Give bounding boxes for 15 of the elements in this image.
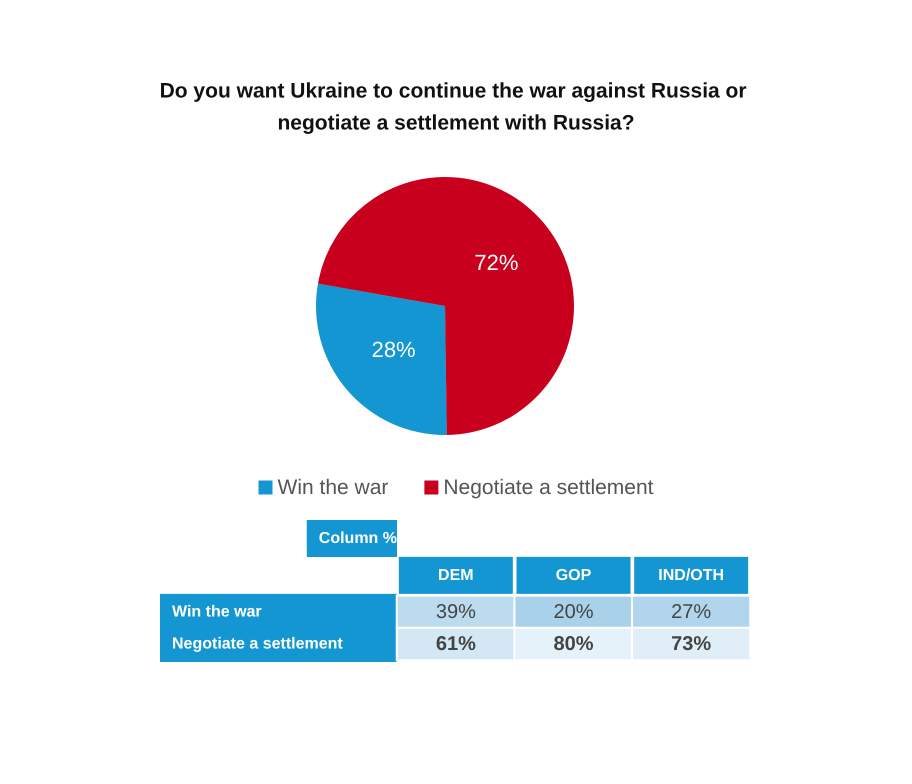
- data-label: 72%: [474, 250, 518, 275]
- data-label: 80%: [553, 632, 594, 655]
- data-label: 20%: [553, 600, 594, 623]
- legend-label: Win the war: [278, 476, 388, 499]
- x-tick-label: GOP: [556, 566, 592, 584]
- x-tick-label: IND/OTH: [658, 566, 724, 584]
- data-label: 39%: [436, 600, 476, 623]
- data-label: 27%: [671, 600, 712, 623]
- legend-label: Negotiate a settlement: [443, 476, 654, 499]
- x-tick-label: DEM: [438, 566, 474, 584]
- y-axis-title: Column %: [318, 530, 397, 547]
- data-label: 28%: [372, 337, 416, 362]
- data-label: 61%: [436, 632, 476, 655]
- chart-title: Do you want Ukraine to continue the war against Russia or negotiate a settlement with Russia?: [160, 80, 752, 134]
- data-label: 73%: [671, 632, 712, 655]
